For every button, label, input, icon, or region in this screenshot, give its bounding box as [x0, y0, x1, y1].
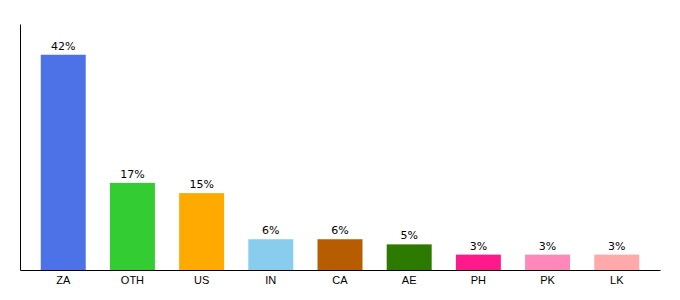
y-axis-line: [20, 25, 21, 271]
x-tick: CA: [332, 274, 348, 286]
bar: [248, 239, 293, 270]
data-label: 3%: [470, 240, 487, 253]
data-label: 5%: [400, 229, 417, 242]
x-tick-label: US: [194, 274, 209, 286]
data-label: 3%: [608, 240, 625, 253]
x-tick-label: ZA: [56, 274, 71, 286]
x-tick-label: PK: [540, 274, 555, 286]
x-tick: OTH: [121, 274, 144, 286]
data-label: 17%: [120, 168, 144, 181]
x-tick: PK: [540, 274, 555, 286]
bars: [41, 55, 639, 270]
data-label: 3%: [539, 240, 556, 253]
y-axis: [20, 25, 21, 271]
bar: [41, 55, 86, 270]
x-tick-label: OTH: [121, 274, 144, 286]
data-label: 6%: [262, 224, 279, 237]
data-labels: 42% 17% 15% 6% 6% 5% 3% 3% 3%: [51, 40, 625, 253]
x-tick: LK: [610, 274, 624, 286]
x-tick: ZA: [56, 274, 71, 286]
x-axis-line: [21, 270, 661, 271]
x-tick: US: [194, 274, 209, 286]
x-axis: ZA OTH US IN CA AE PH PK LK: [21, 271, 661, 286]
bar: [179, 193, 224, 270]
bar: [525, 255, 570, 270]
bar: [594, 255, 639, 270]
data-label: 15%: [189, 178, 213, 191]
x-tick: AE: [402, 274, 417, 286]
data-label: 6%: [331, 224, 348, 237]
bar: [318, 239, 363, 270]
chart: ZA OTH US IN CA AE PH PK LK 42% 17% 15% 6% 6% 5% 3% 3% 3%: [0, 0, 680, 300]
x-tick: PH: [471, 274, 486, 286]
x-tick-label: CA: [332, 274, 348, 286]
x-tick: IN: [265, 274, 276, 286]
bar: [387, 244, 432, 270]
x-tick-label: PH: [471, 274, 486, 286]
x-tick-label: IN: [265, 274, 276, 286]
x-tick-label: AE: [402, 274, 417, 286]
data-label: 42%: [51, 40, 75, 53]
plot: ZA OTH US IN CA AE PH PK LK 42% 17% 15% 6% 6% 5% 3% 3% 3%: [21, 25, 661, 286]
x-tick-label: LK: [610, 274, 624, 286]
bar: [110, 183, 155, 270]
bar: [456, 255, 501, 270]
